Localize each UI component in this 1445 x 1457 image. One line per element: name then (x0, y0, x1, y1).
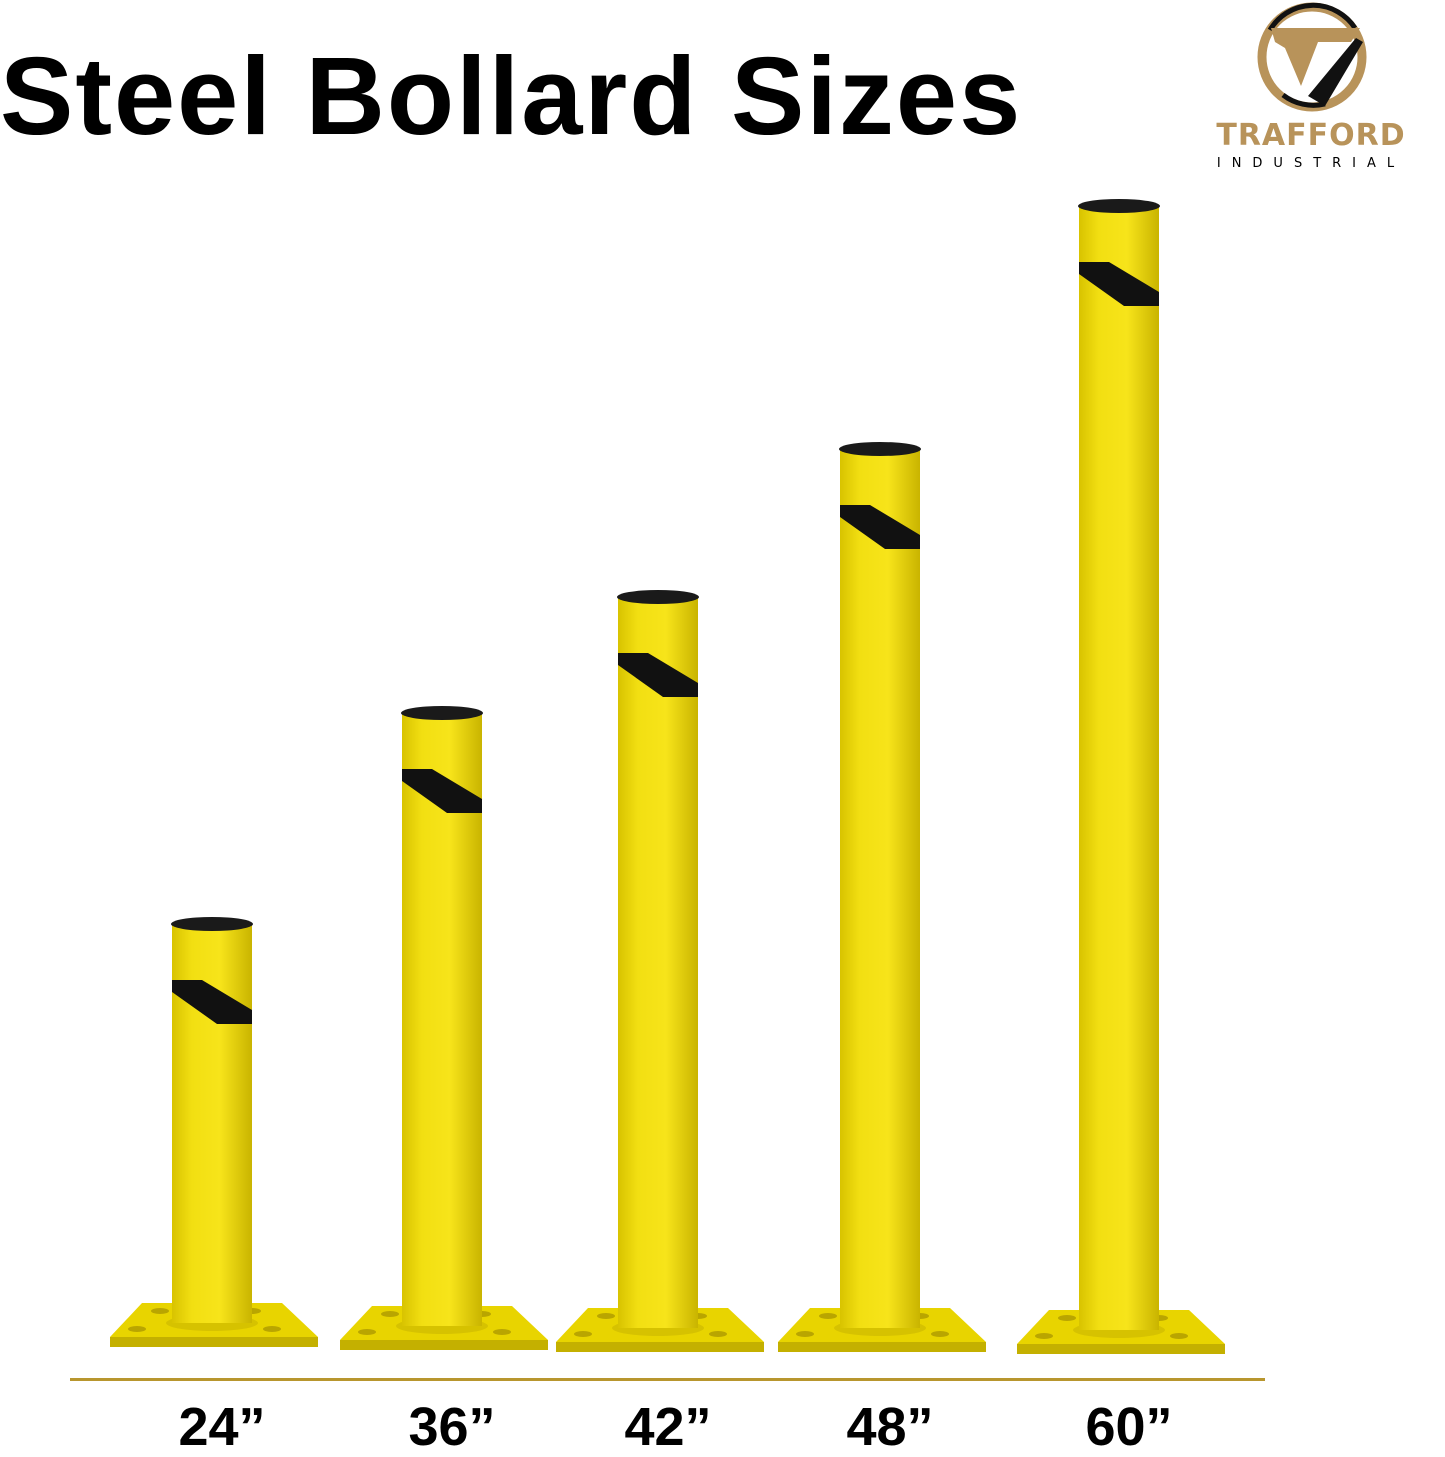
base-plate-edge (556, 1342, 764, 1352)
base-plate-edge (340, 1340, 548, 1350)
reflective-stripe (840, 505, 920, 549)
size-label: 36” (408, 1397, 496, 1457)
pole (1079, 206, 1159, 1330)
trafford-logo-icon (1257, 2, 1367, 112)
bolt-hole (1170, 1333, 1188, 1339)
bollard-1 (110, 917, 318, 1347)
bolt-hole (381, 1311, 399, 1317)
size-label: 24” (178, 1397, 266, 1457)
size-label: 48” (846, 1397, 934, 1457)
bollard-2 (340, 706, 548, 1350)
pole-cap (617, 590, 699, 604)
pole-cap (839, 442, 921, 456)
bolt-hole (931, 1331, 949, 1337)
bolt-hole (128, 1326, 146, 1332)
bolt-hole (263, 1326, 281, 1332)
logo-brand-text: TRAFFORD (1216, 118, 1406, 153)
base-plate-edge (1017, 1344, 1225, 1354)
pole (840, 449, 920, 1328)
bollard-5 (1017, 199, 1225, 1354)
reflective-stripe (1079, 262, 1159, 306)
reflective-stripe (618, 653, 698, 697)
pole (618, 597, 698, 1328)
bolt-hole (574, 1331, 592, 1337)
pole-cap (401, 706, 483, 720)
pole-cap (171, 917, 253, 931)
bolt-hole (151, 1308, 169, 1314)
reflective-stripe (172, 980, 252, 1024)
base-plate-edge (778, 1342, 986, 1352)
reflective-stripe (402, 769, 482, 813)
size-label: 60” (1085, 1397, 1173, 1457)
size-label: 42” (624, 1397, 712, 1457)
bolt-hole (1035, 1333, 1053, 1339)
bollard-4 (778, 442, 986, 1352)
bolt-hole (597, 1313, 615, 1319)
bolt-hole (1058, 1315, 1076, 1321)
bolt-hole (796, 1331, 814, 1337)
bollard-3 (556, 590, 764, 1352)
ground-line (70, 1378, 1265, 1381)
logo-subtitle-text: INDUSTRIAL (1216, 156, 1406, 171)
base-plate-edge (110, 1337, 318, 1347)
bolt-hole (709, 1331, 727, 1337)
page-title: Steel Bollard Sizes (0, 35, 1023, 158)
bolt-hole (493, 1329, 511, 1335)
pole (402, 713, 482, 1326)
pole-cap (1078, 199, 1160, 213)
bolt-hole (819, 1313, 837, 1319)
bolt-hole (358, 1329, 376, 1335)
